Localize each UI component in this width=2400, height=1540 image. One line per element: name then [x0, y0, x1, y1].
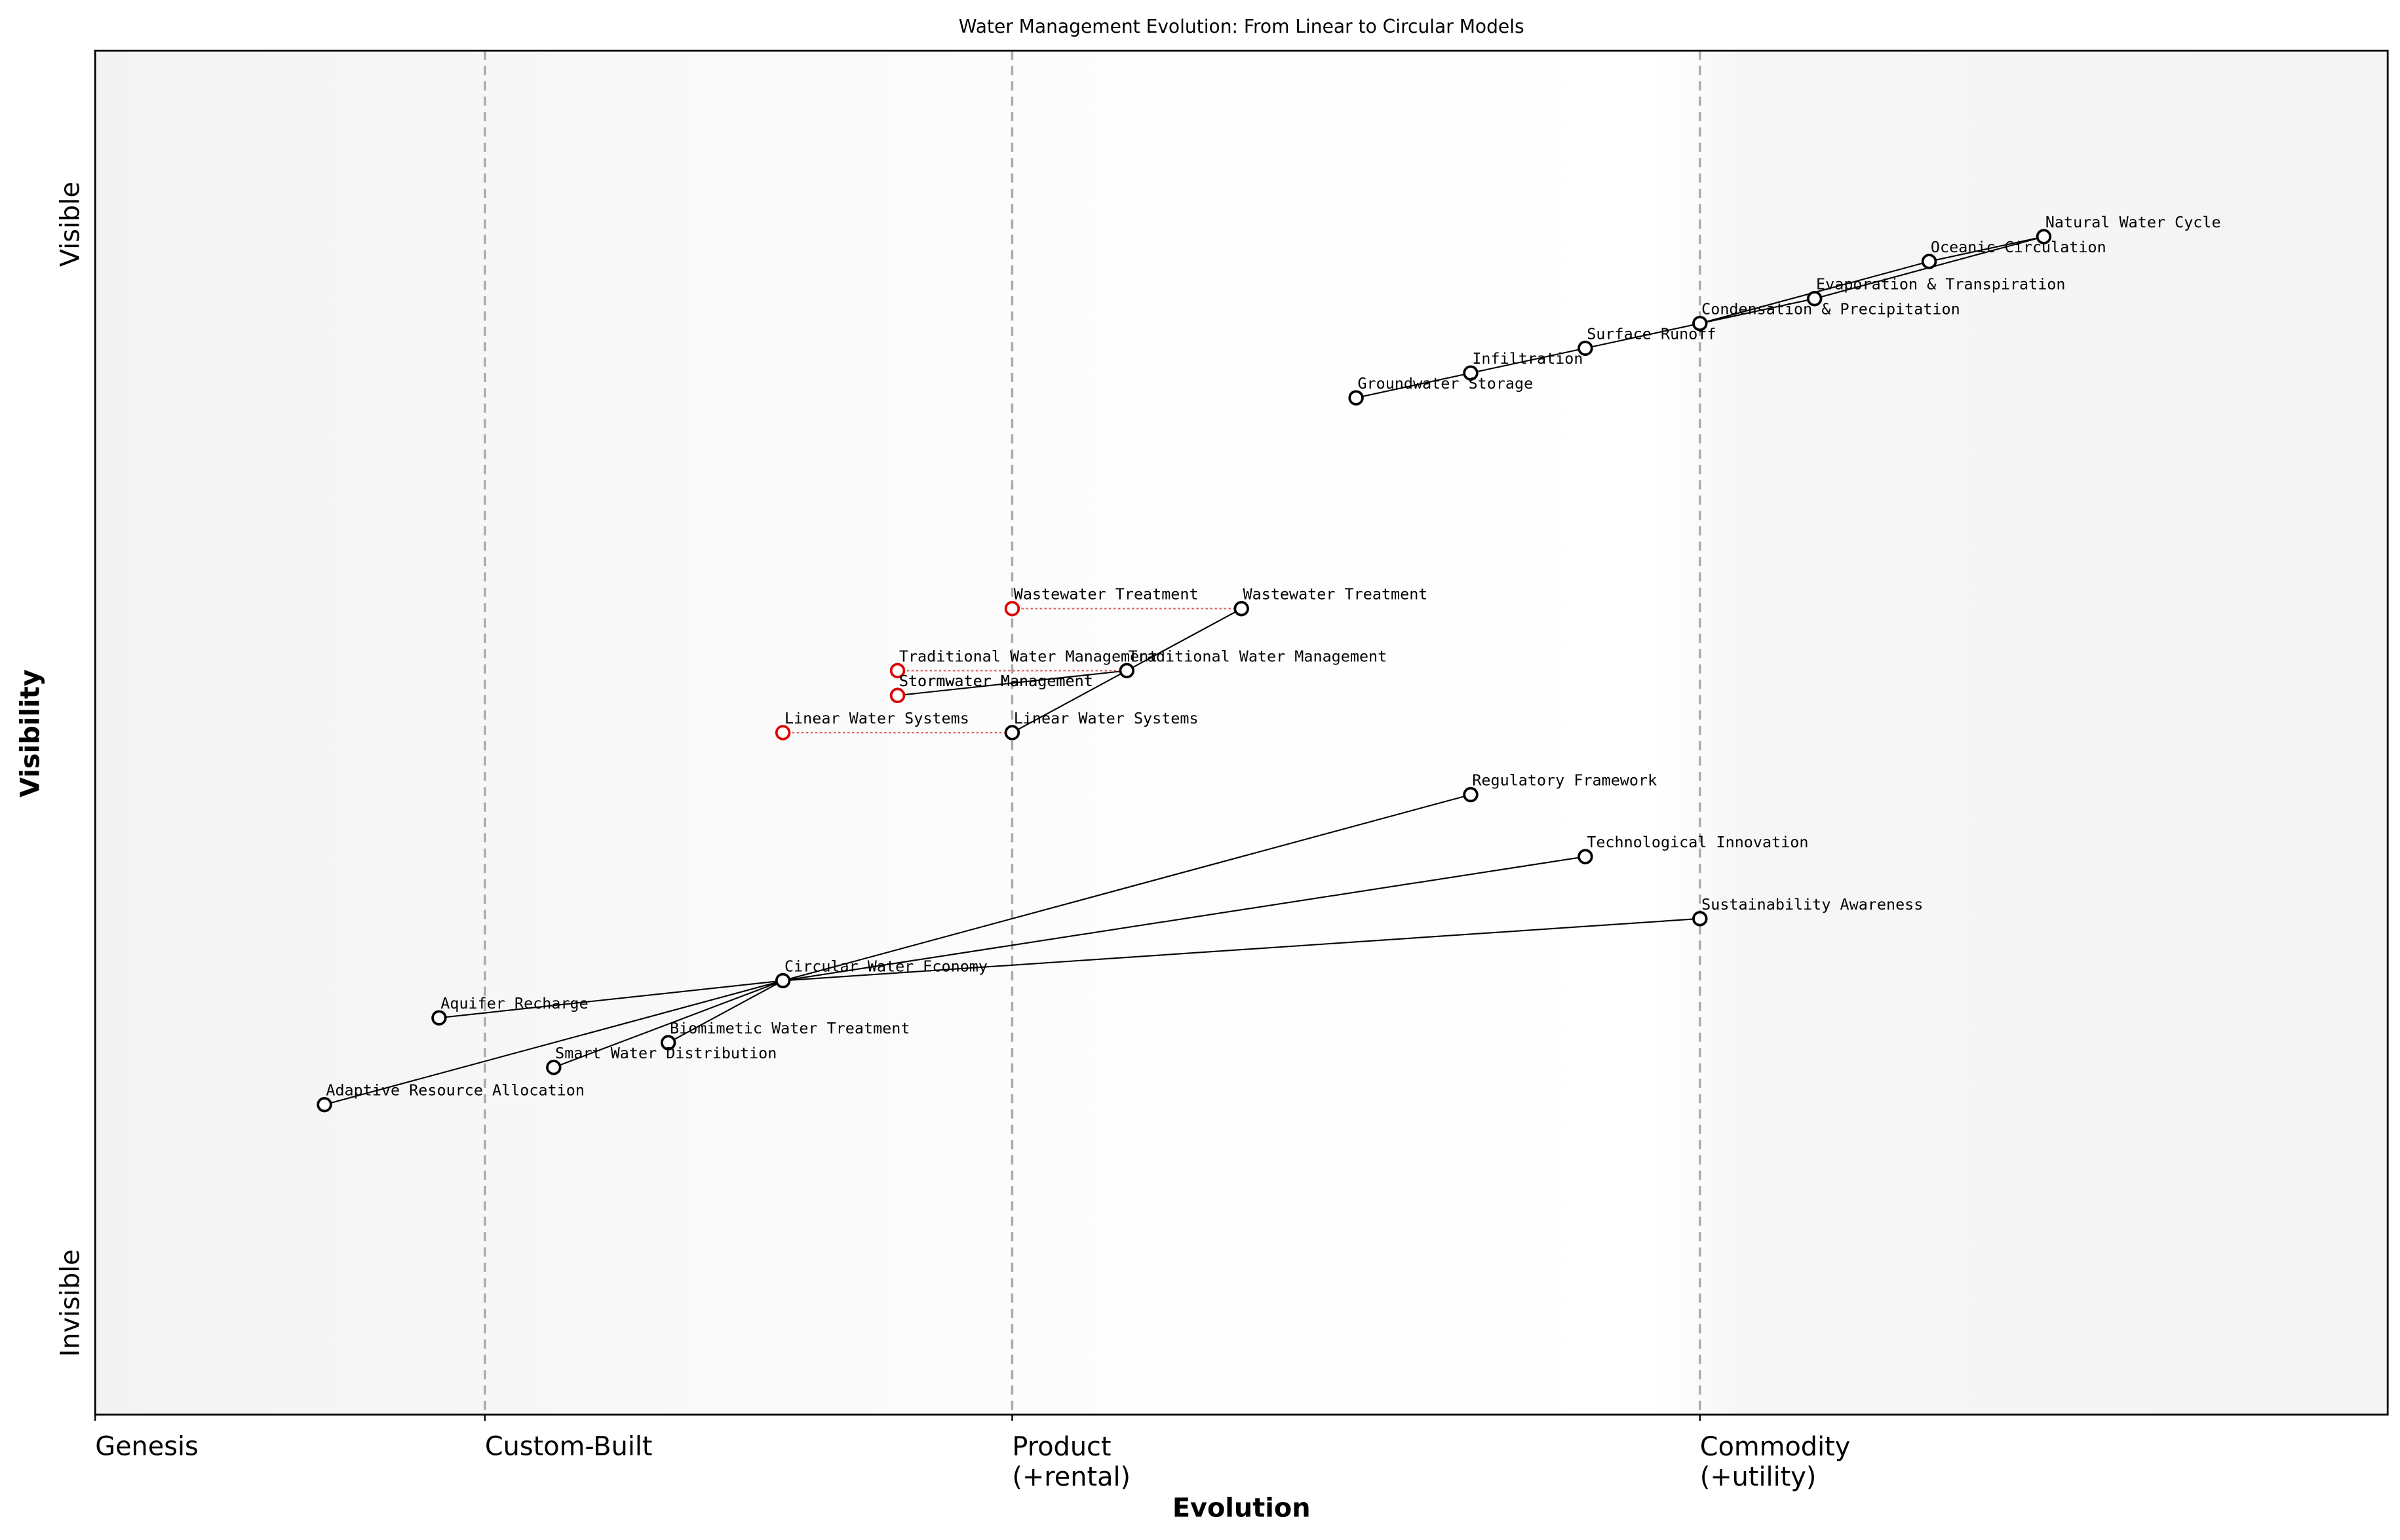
component-label: Natural Water Cycle: [2045, 213, 2221, 231]
component-label: Biomimetic Water Treatment: [670, 1019, 910, 1037]
evolution-point: [775, 725, 791, 741]
link: [1470, 347, 1586, 374]
evolution-point: [889, 687, 906, 703]
component: [661, 1035, 676, 1050]
component: [546, 1060, 562, 1075]
evolution-label: Linear Water Systems: [784, 709, 969, 727]
plot-frame: [94, 49, 2389, 1416]
component-label: Regulatory Framework: [1472, 771, 1657, 790]
evolution-label: Wastewater Treatment: [1014, 585, 1199, 604]
component: [1577, 340, 1593, 356]
component-label: Circular Water Economy: [784, 957, 988, 975]
component: [1692, 911, 1708, 927]
y-tick-label: Invisible: [56, 1249, 86, 1357]
evolution-point: [1004, 601, 1020, 617]
link: [783, 856, 1586, 982]
component: [1463, 786, 1479, 803]
component: [1806, 291, 1823, 307]
component-label: Adaptive Resource Allocation: [326, 1081, 585, 1100]
component: [1004, 725, 1020, 741]
x-tick-label: Custom-Built: [485, 1432, 653, 1462]
component: [775, 972, 791, 989]
x-tick-label: Commodity (+utility): [1700, 1432, 1851, 1492]
x-tick-label: Genesis: [95, 1432, 199, 1462]
link: [897, 670, 1127, 697]
component-label: Surface Runoff: [1587, 324, 1716, 343]
component: [2036, 229, 2052, 244]
link: [553, 980, 783, 1068]
component-label: Stormwater Management: [899, 672, 1093, 690]
evolution-point: [889, 663, 906, 679]
link: [1929, 236, 2044, 262]
component-label: Evaporation & Transpiration: [1816, 275, 2065, 294]
component: [1348, 390, 1364, 406]
component: [1692, 315, 1708, 332]
component-label: Technological Innovation: [1587, 833, 1808, 851]
link: [783, 917, 1700, 982]
component-label: Oceanic Circulation: [1931, 238, 2106, 256]
component: [431, 1010, 447, 1026]
evolution-label: Stormwater Management: [899, 672, 1093, 690]
link: [783, 794, 1471, 982]
chart-title: Water Management Evolution: From Linear …: [959, 16, 1524, 37]
component: [1119, 663, 1135, 679]
y-axis-label: Visibility: [16, 669, 46, 798]
component: [317, 1096, 332, 1113]
component: [1233, 601, 1249, 617]
component: [1463, 365, 1479, 381]
component-label: Aquifer Recharge: [440, 994, 588, 1012]
plot: Genesis Custom-Built Product (+rental) Commo…: [56, 50, 2221, 1492]
x-tick-label: Product (+rental): [1012, 1432, 1131, 1492]
component-label: Infiltration: [1472, 349, 1583, 368]
component-label: Traditional Water Management: [1129, 647, 1387, 665]
y-tick-label: Visible: [56, 182, 86, 267]
component-label: Linear Water Systems: [1014, 709, 1199, 727]
component: [1921, 254, 1937, 269]
evolution-label: Traditional Water Management: [899, 647, 1158, 665]
link: [1355, 372, 1471, 399]
plot-background: [95, 50, 2388, 1415]
link: [1585, 322, 1701, 349]
component-label: Groundwater Storage: [1357, 374, 1533, 393]
link: [438, 980, 783, 1019]
x-axis-label: Evolution: [1172, 1493, 1311, 1523]
component-label: Sustainability Awareness: [1701, 895, 1923, 914]
link: [324, 980, 783, 1106]
component-label: Wastewater Treatment: [1243, 585, 1428, 604]
component: [1577, 849, 1593, 864]
link: [1699, 298, 1815, 324]
component-label: Condensation & Precipitation: [1701, 300, 1960, 318]
link: [668, 980, 784, 1043]
component-label: Smart Water Distribution: [555, 1044, 777, 1062]
